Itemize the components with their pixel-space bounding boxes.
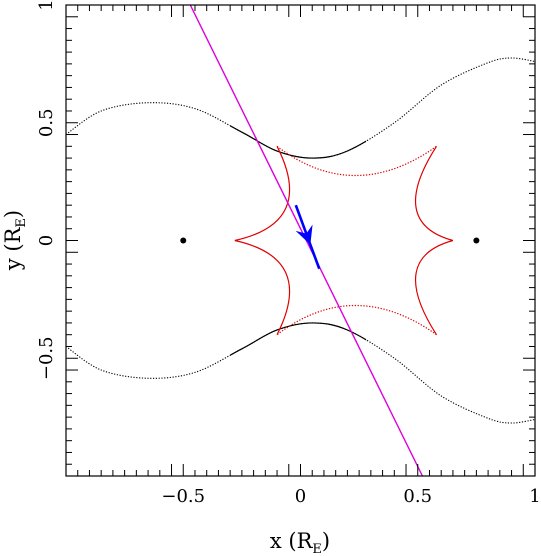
y-axis-label-sub: E <box>14 218 29 228</box>
critical-curve-lower-dotted <box>66 322 535 424</box>
caustic-arc <box>234 239 291 335</box>
direction-arrow-head <box>295 224 313 245</box>
caustic-arc <box>276 304 437 336</box>
lens-point <box>473 237 480 244</box>
x-axis-label: x (RE) <box>270 529 330 556</box>
x-tick-label: 0 <box>295 486 306 507</box>
caustic-arc <box>234 146 291 242</box>
x-tick-label: 1 <box>529 486 540 507</box>
x-tick-label: 0.5 <box>403 486 432 507</box>
lens-point <box>180 237 187 244</box>
y-axis-label-close: ) <box>1 210 25 218</box>
y-tick-label: −0.5 <box>36 336 57 380</box>
y-axis-label-main: y (R <box>1 226 25 271</box>
y-tick-label: 1 <box>36 0 57 11</box>
x-axis-label-main: x (R <box>270 529 314 553</box>
y-axis-label: y (RE) <box>1 210 29 271</box>
y-tick-label: 0.5 <box>36 108 57 137</box>
critical-curve-upper-solid <box>230 125 367 159</box>
plot-curves <box>66 5 535 476</box>
critical-curve-upper-dotted <box>66 57 535 159</box>
x-axis-label-close: ) <box>322 529 330 553</box>
plot-frame <box>65 4 536 477</box>
caustic-arc <box>414 145 454 242</box>
y-tick-label: 0 <box>36 235 57 246</box>
caustic-arc <box>276 145 437 177</box>
critical-curve-lower-solid <box>230 322 367 356</box>
caustic-arc <box>414 239 454 336</box>
x-tick-label: −0.5 <box>161 486 205 507</box>
x-axis-label-sub: E <box>312 542 322 556</box>
axes: −0.5 0 0.5 1 −0.5 0 0.5 1 <box>36 0 541 507</box>
